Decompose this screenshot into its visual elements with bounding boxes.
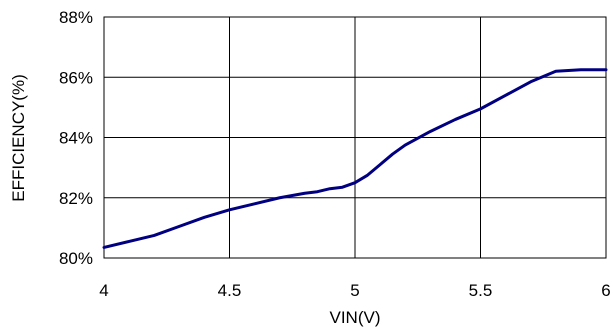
x-tick-label: 6 [601, 281, 610, 300]
y-axis-title: EFFICIENCY(%) [9, 74, 28, 202]
x-tick-label: 5 [350, 281, 359, 300]
grid-lines [104, 17, 606, 258]
y-tick-label: 88% [59, 8, 93, 27]
y-tick-label: 80% [59, 249, 93, 268]
x-tick-label: 5.5 [469, 281, 493, 300]
tick-labels: 4 4.5 5 5.5 6 80% 82% 84% 86% 88% [59, 8, 611, 300]
x-axis-title: VIN(V) [330, 308, 381, 327]
x-tick-label: 4.5 [218, 281, 242, 300]
y-tick-label: 86% [59, 68, 93, 87]
x-tick-label: 4 [99, 281, 108, 300]
efficiency-series-line [102, 68, 608, 249]
y-tick-label: 82% [59, 189, 93, 208]
series-layer [102, 68, 608, 249]
y-tick-label: 84% [59, 129, 93, 148]
